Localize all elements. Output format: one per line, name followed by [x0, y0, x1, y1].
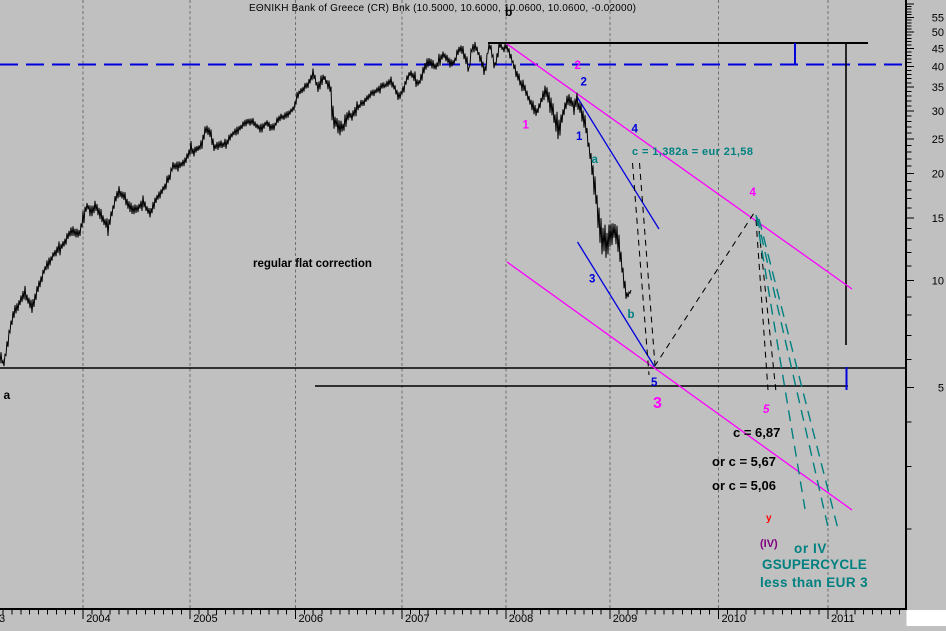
svg-text:c = 1,382a = eur 21,58: c = 1,382a = eur 21,58 [632, 146, 753, 158]
svg-text:less than EUR 3: less than EUR 3 [760, 575, 868, 590]
svg-text:(IV): (IV) [760, 538, 778, 550]
svg-text:4: 4 [750, 187, 757, 199]
svg-text:30: 30 [932, 106, 944, 118]
svg-text:5: 5 [938, 383, 944, 395]
svg-text:50: 50 [932, 27, 944, 39]
svg-text:55: 55 [932, 12, 944, 24]
svg-text:1: 1 [523, 120, 530, 132]
svg-text:1: 1 [576, 131, 583, 143]
svg-text:3: 3 [653, 395, 662, 412]
svg-text:or IV: or IV [794, 541, 827, 556]
svg-text:20: 20 [932, 169, 944, 181]
svg-text:or c = 5,06: or c = 5,06 [712, 478, 776, 493]
svg-text:2004: 2004 [86, 613, 110, 625]
svg-text:40: 40 [932, 62, 944, 74]
svg-text:b: b [628, 309, 635, 321]
svg-text:5: 5 [763, 404, 770, 416]
svg-text:or c = 5,67: or c = 5,67 [712, 454, 776, 469]
svg-text:b: b [505, 5, 512, 19]
svg-text:2009: 2009 [613, 613, 637, 625]
svg-text:25: 25 [932, 134, 944, 146]
svg-text:2: 2 [575, 60, 581, 72]
svg-text:c = 6,87: c = 6,87 [733, 425, 780, 440]
svg-text:15: 15 [932, 213, 944, 225]
svg-text:regular flat correction: regular flat correction [253, 258, 372, 270]
svg-text:2008: 2008 [509, 613, 533, 625]
svg-text:2006: 2006 [299, 613, 323, 625]
svg-text:a: a [592, 154, 599, 166]
svg-text:a: a [4, 388, 11, 402]
svg-text:2: 2 [581, 77, 587, 89]
svg-text:y: y [766, 513, 772, 524]
svg-text:35: 35 [932, 82, 944, 94]
svg-text:3: 3 [589, 274, 595, 286]
svg-text:4: 4 [632, 124, 639, 136]
svg-text:2010: 2010 [722, 613, 746, 625]
svg-text:45: 45 [932, 43, 944, 55]
svg-text:2007: 2007 [405, 613, 429, 625]
svg-text:EΘNIKH Bank of Greece (CR) Bnk: EΘNIKH Bank of Greece (CR) Bnk (10.5000,… [249, 3, 636, 14]
svg-text:3: 3 [0, 613, 5, 625]
svg-text:2005: 2005 [193, 613, 217, 625]
svg-text:GSUPERCYCLE: GSUPERCYCLE [762, 557, 867, 572]
svg-text:10: 10 [932, 276, 944, 288]
svg-text:2011: 2011 [831, 613, 855, 625]
svg-text:5: 5 [651, 377, 658, 389]
